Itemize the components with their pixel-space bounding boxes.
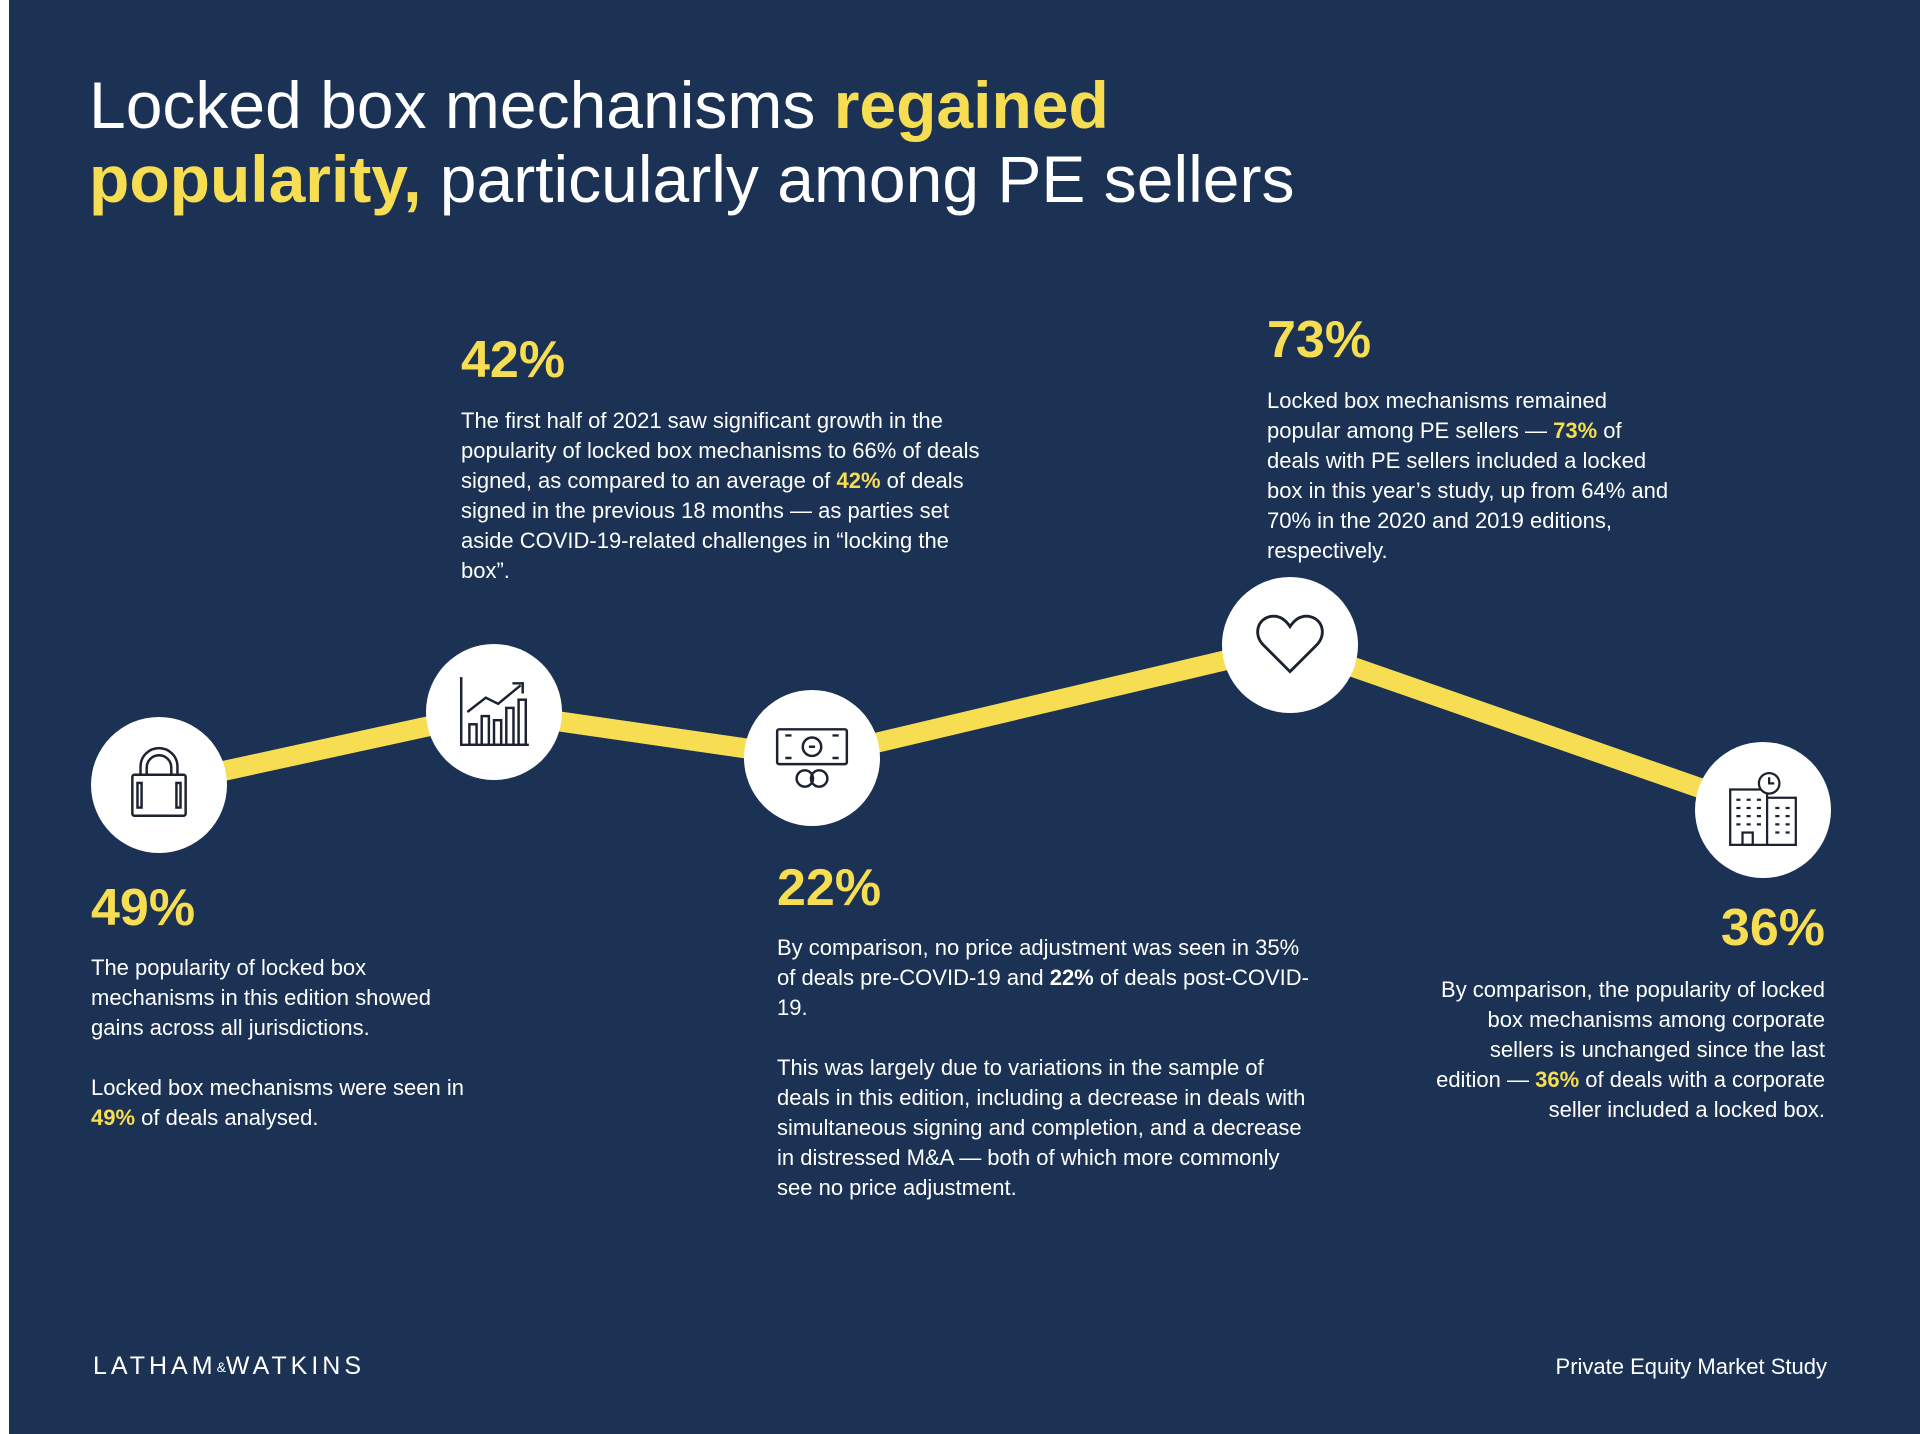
description-2: The first half of 2021 saw significant g… [461,406,986,586]
description-paragraph: Locked box mechanisms were seen in 49% o… [91,1073,483,1133]
logo-text-right: WATKINS [225,1352,366,1380]
building-clock-icon [1729,771,1797,846]
description-1: The popularity of locked box mechanisms … [91,953,483,1133]
trend-segment-4 [1286,635,1767,820]
description-text: By comparison, no price adjustment was s… [777,935,1300,990]
lock-icon [131,746,187,817]
heart-icon [1256,614,1324,674]
highlighted-figure: 36% [1535,1067,1580,1092]
description-text: Locked box mechanisms were seen in [91,1075,464,1100]
growth-chart-node [426,644,562,780]
stat-value-4: 73% [1267,311,1372,369]
title-part-2: particularly among PE sellers [421,142,1295,216]
chart-growth-icon [459,677,529,747]
description-text: The first half of 2021 saw significant g… [461,408,980,493]
latham-watkins-logo: LATHAM&WATKINS [93,1352,365,1381]
description-text: The popularity of locked box mechanisms … [91,955,431,1040]
highlighted-figure: 73% [1553,418,1598,443]
highlighted-figure: 49% [91,1105,136,1130]
money-node [744,690,880,826]
stat-value-3: 22% [777,859,882,917]
stat-value-5: 36% [1720,899,1825,957]
description-5: By comparison, the popularity of locked … [1435,975,1825,1125]
description-text: of deals post-COVID-19. [777,965,1309,1020]
description-paragraph: This was largely due to variations in th… [777,1053,1317,1203]
study-name: Private Equity Market Study [1555,1354,1827,1379]
page-title: Locked box mechanisms regained popularity… [89,68,1589,216]
description-text: of deals with PE sellers included a lock… [1267,418,1669,563]
heart-node [1222,577,1358,713]
description-text: of deals analysed. [135,1105,319,1130]
description-text: Locked box mechanisms remained popular a… [1267,388,1607,443]
logo-text-left: LATHAM [93,1352,217,1380]
building-node [1695,742,1831,878]
title-part-1: Locked box mechanisms [89,68,834,142]
highlighted-figure: 22% [1049,965,1094,990]
description-text: of deals signed in the previous 18 month… [461,468,964,583]
description-text: By comparison, the popularity of locked … [1436,977,1825,1092]
description-text: of deals with a corporate seller include… [1548,1067,1825,1122]
description-3: By comparison, no price adjustment was s… [777,933,1317,1203]
title-highlight-2: popularity, [89,142,422,216]
description-paragraph: Locked box mechanisms remained popular a… [1267,386,1677,566]
description-text: This was largely due to variations in th… [777,1055,1306,1200]
lock-node [91,717,227,853]
highlighted-figure: 42% [836,468,881,493]
logo-ampersand: & [216,1359,226,1375]
stat-value-2: 42% [461,331,566,389]
description-paragraph: By comparison, no price adjustment was s… [777,933,1317,1023]
description-paragraph: The popularity of locked box mechanisms … [91,953,483,1043]
description-paragraph: By comparison, the popularity of locked … [1435,975,1825,1125]
description-4: Locked box mechanisms remained popular a… [1267,386,1677,566]
infographic-panel: Locked box mechanisms regained popularity… [9,0,1920,1434]
title-highlight-1: regained [833,68,1109,142]
trend-segment-3 [809,635,1293,768]
description-paragraph: The first half of 2021 saw significant g… [461,406,986,586]
money-icon [775,728,849,788]
trend-line-chart [156,635,1767,820]
stat-value-1: 49% [91,879,196,937]
